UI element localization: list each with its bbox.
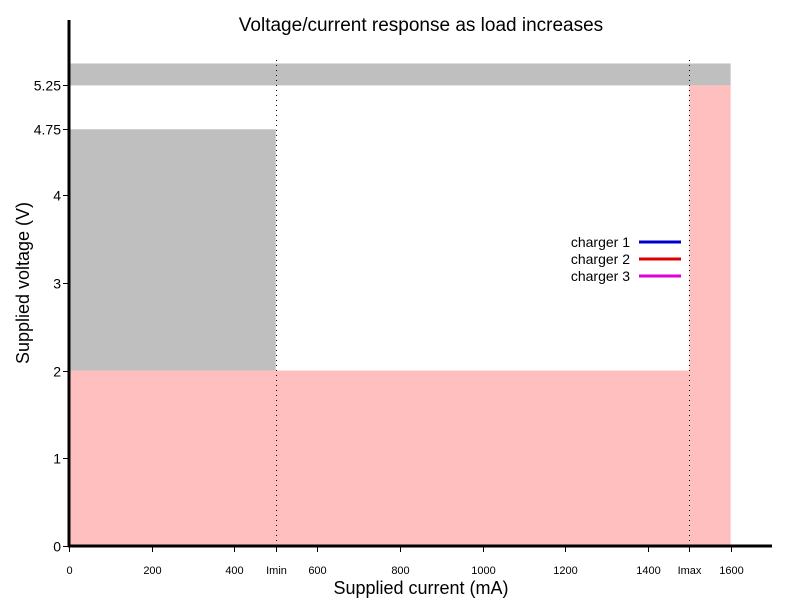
y-tick-label: 0 [53,539,61,555]
legend-label: charger 2 [571,251,630,267]
x-tick-label: Imax [678,565,702,577]
x-tick-label: Imin [266,565,287,577]
legend-label: charger 3 [571,268,630,284]
x-tick-label: 1000 [471,565,495,577]
x-tick-label: 1600 [719,565,743,577]
y-tick-label: 4 [53,188,61,204]
regions-layer [69,63,731,546]
chart-title: Voltage/current response as load increas… [239,15,603,36]
y-tick-label: 2 [53,364,61,380]
ticks-layer: 0 1 2 3 4 4.75 5.25 0 200 400 Imin 600 800 1000 1200 14… [34,78,744,578]
region-3 [689,85,731,546]
x-tick-label: 600 [308,565,326,577]
y-axis-label: Supplied voltage (V) [13,202,33,364]
region-2 [69,370,690,546]
x-tick-label: 1200 [553,565,577,577]
x-tick-label: 800 [391,565,409,577]
region-1 [69,63,731,86]
reference-lines-layer [276,60,690,546]
y-tick-label: 1 [53,451,61,467]
y-tick-label: 5.25 [34,78,61,94]
x-tick-label: 1400 [636,565,660,577]
region-0 [69,129,276,371]
legend-label: charger 1 [571,234,630,250]
x-tick-label: 0 [66,565,72,577]
x-axis-label: Supplied current (mA) [333,578,508,598]
x-tick-label: 400 [225,565,243,577]
y-tick-label: 3 [53,276,61,292]
x-tick-label: 200 [143,565,161,577]
y-tick-label: 4.75 [34,122,61,138]
